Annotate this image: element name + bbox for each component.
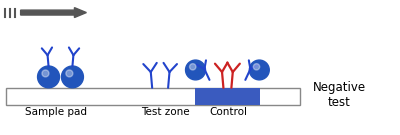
Text: Sample pad: Sample pad xyxy=(24,107,86,117)
Bar xyxy=(195,88,260,105)
Text: Test zone: Test zone xyxy=(141,107,190,117)
Text: Control: Control xyxy=(209,107,247,117)
Circle shape xyxy=(249,60,269,80)
Text: Negative
test: Negative test xyxy=(313,81,366,109)
Circle shape xyxy=(186,60,206,80)
Circle shape xyxy=(253,64,260,70)
Bar xyxy=(6,88,300,105)
Circle shape xyxy=(190,64,196,70)
Circle shape xyxy=(42,70,49,77)
Circle shape xyxy=(38,66,60,88)
FancyArrow shape xyxy=(21,8,86,18)
Circle shape xyxy=(62,66,84,88)
Circle shape xyxy=(66,70,73,77)
